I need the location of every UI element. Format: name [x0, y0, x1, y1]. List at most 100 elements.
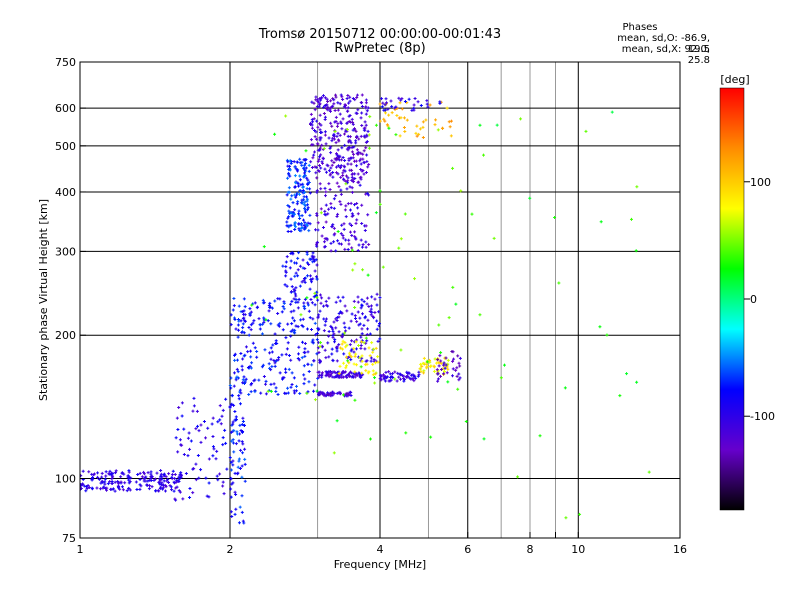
data-point — [109, 473, 113, 477]
data-point — [236, 335, 240, 339]
data-point — [177, 477, 181, 481]
data-point — [238, 402, 242, 406]
data-point — [311, 143, 315, 147]
data-point — [442, 363, 446, 367]
data-point — [332, 206, 336, 210]
data-point — [330, 159, 334, 163]
data-point — [359, 151, 363, 155]
data-point — [356, 295, 360, 299]
data-point — [336, 212, 340, 216]
data-point — [350, 339, 354, 343]
data-point — [270, 350, 274, 354]
data-point — [289, 259, 293, 263]
data-point — [308, 222, 312, 226]
data-point — [239, 319, 243, 323]
data-point — [458, 356, 462, 360]
data-point — [269, 346, 273, 350]
data-point — [342, 321, 346, 325]
data-point — [324, 194, 328, 198]
data-point — [309, 298, 313, 302]
data-point — [335, 391, 339, 395]
data-point — [343, 165, 347, 169]
data-point — [411, 377, 415, 381]
data-point — [232, 371, 236, 375]
data-point — [419, 362, 423, 366]
data-point — [364, 106, 368, 110]
data-point — [301, 188, 305, 192]
data-point — [249, 323, 253, 327]
data-point — [335, 318, 339, 322]
data-point — [257, 378, 261, 382]
data-point — [241, 378, 245, 382]
data-point — [345, 391, 349, 395]
data-point — [287, 225, 291, 229]
data-point — [348, 99, 352, 103]
data-point — [264, 379, 268, 383]
x-tick-label: 10 — [571, 543, 585, 556]
data-point — [329, 121, 333, 125]
data-point — [174, 436, 178, 440]
data-point — [275, 342, 279, 346]
data-point — [274, 389, 278, 393]
data-point — [297, 212, 301, 216]
data-point — [126, 474, 130, 478]
data-point — [287, 215, 291, 219]
data-point — [303, 206, 307, 210]
data-point — [341, 332, 345, 336]
data-point — [364, 101, 368, 105]
data-point — [238, 388, 242, 392]
data-point — [171, 469, 175, 473]
data-point — [359, 343, 363, 347]
data-point — [353, 370, 357, 374]
data-point — [328, 109, 332, 113]
data-point — [352, 350, 356, 354]
data-point — [247, 393, 251, 397]
data-point — [307, 180, 311, 184]
data-point — [416, 374, 420, 378]
data-point — [298, 214, 302, 218]
data-point — [238, 505, 242, 509]
data-point — [316, 159, 320, 163]
data-point — [82, 484, 86, 488]
data-point — [373, 297, 377, 301]
data-point — [326, 341, 330, 345]
data-point — [139, 484, 143, 488]
data-point — [458, 376, 462, 380]
data-point — [290, 382, 294, 386]
data-point — [390, 105, 394, 109]
data-point — [419, 103, 423, 107]
data-point — [180, 443, 184, 447]
data-point — [332, 197, 336, 201]
data-point — [359, 157, 363, 161]
data-point — [365, 333, 369, 337]
data-point — [286, 322, 290, 326]
data-point — [482, 153, 486, 157]
data-point — [243, 320, 247, 324]
data-point — [364, 192, 368, 196]
data-point — [319, 301, 323, 305]
data-point — [103, 477, 107, 481]
data-point — [313, 383, 317, 387]
data-point — [348, 230, 352, 234]
data-point — [324, 319, 328, 323]
data-point — [312, 153, 316, 157]
data-point — [252, 319, 256, 323]
data-point — [107, 472, 111, 476]
data-point — [306, 303, 310, 307]
data-point — [379, 378, 383, 382]
data-point — [394, 105, 398, 109]
data-point — [360, 327, 364, 331]
data-point — [332, 160, 336, 164]
data-point — [297, 222, 301, 226]
data-point — [229, 468, 233, 472]
data-point — [259, 391, 263, 395]
data-point — [285, 224, 289, 228]
data-point — [257, 317, 261, 321]
data-point — [292, 297, 296, 301]
data-point — [231, 459, 235, 463]
data-point — [237, 521, 241, 525]
data-point — [157, 489, 161, 493]
data-point — [366, 273, 370, 277]
data-point — [314, 137, 318, 141]
